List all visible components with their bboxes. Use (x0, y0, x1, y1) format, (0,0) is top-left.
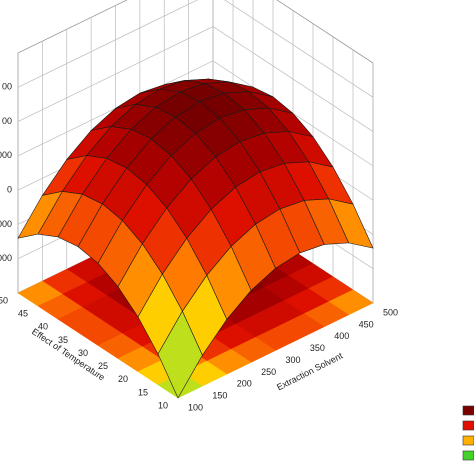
x-tick-label: 500 (383, 307, 398, 317)
z-tick-label: 000 (0, 253, 12, 263)
x-tick-label: 450 (359, 319, 374, 329)
legend-swatch (462, 450, 474, 461)
z-tick-label: 000 (0, 219, 12, 229)
y-tick-label: 45 (18, 309, 28, 319)
surface-cell (157, 310, 203, 399)
y-tick-label: 25 (98, 361, 108, 371)
x-tick-label: 200 (237, 379, 252, 389)
x-tick-label: 300 (286, 355, 301, 365)
z-tick-label: 00 (2, 116, 12, 126)
x-tick-label: 100 (188, 402, 203, 412)
y-tick-label: 35 (58, 335, 68, 345)
legend-swatch (462, 435, 474, 446)
z-tick-label: 0 (7, 185, 12, 195)
y-tick-label: 10 (158, 400, 168, 410)
y-tick-label: 15 (138, 387, 148, 397)
x-tick-label: 250 (261, 367, 276, 377)
x-tick-label: 400 (334, 331, 349, 341)
y-tick-label: 50 (0, 295, 8, 305)
z-tick-label: 000 (0, 150, 12, 160)
x-tick-label: 150 (212, 391, 227, 401)
y-tick-label: 30 (78, 348, 88, 358)
legend-swatch (462, 405, 474, 416)
x-tick-label: 350 (310, 343, 325, 353)
z-tick-label: 00 (2, 82, 12, 92)
grid-line (17, 0, 374, 98)
y-tick-label: 40 (38, 322, 48, 332)
y-tick-label: 20 (118, 374, 128, 384)
legend-swatch (462, 420, 474, 431)
